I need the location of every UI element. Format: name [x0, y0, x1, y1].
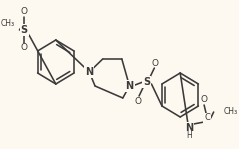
Text: O: O	[135, 97, 141, 105]
Text: N: N	[125, 81, 134, 91]
Text: CH₃: CH₃	[1, 20, 15, 28]
Text: N: N	[85, 67, 93, 77]
Text: S: S	[143, 77, 150, 87]
Text: S: S	[21, 25, 28, 35]
Text: C: C	[204, 114, 210, 122]
Text: H: H	[186, 132, 192, 141]
Text: O: O	[152, 59, 159, 67]
Text: N: N	[185, 123, 193, 133]
Text: O: O	[201, 96, 208, 104]
Text: CH₃: CH₃	[223, 107, 237, 117]
Text: O: O	[21, 7, 28, 17]
Text: O: O	[21, 44, 28, 52]
